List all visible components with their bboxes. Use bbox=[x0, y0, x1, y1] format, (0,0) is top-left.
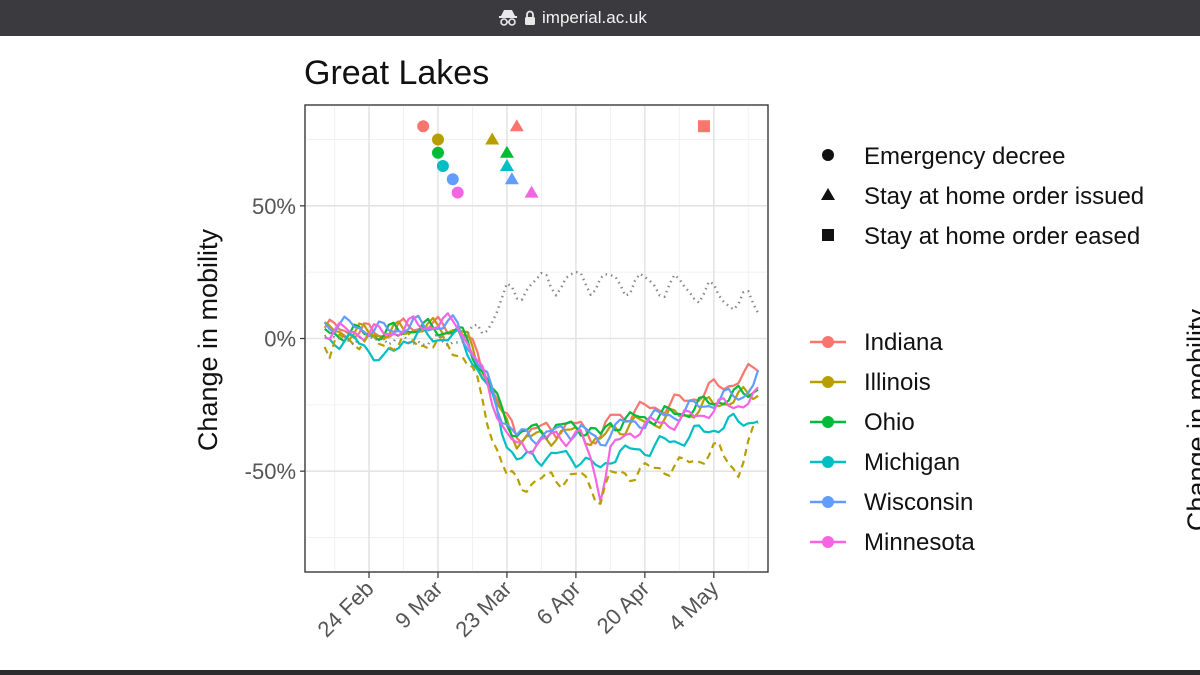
legend-state-dot bbox=[822, 496, 834, 508]
next-panel-axis-label: Change in mobility bbox=[1182, 308, 1200, 531]
legend-state-label: Minnesota bbox=[864, 529, 975, 556]
event-marker-triangle bbox=[485, 132, 500, 145]
y-tick-label: 50% bbox=[252, 194, 296, 219]
mobility-chart: Great Lakes Change in mobility 50% 0% -50%… bbox=[193, 54, 1200, 642]
series-layer bbox=[323, 270, 760, 505]
legend-state-label: Illinois bbox=[864, 369, 931, 396]
x-tick-label: 20 Apr bbox=[592, 576, 655, 639]
chart-title: Great Lakes bbox=[304, 54, 489, 92]
legend-state-dot bbox=[822, 336, 834, 348]
legend-state-dot bbox=[822, 376, 834, 388]
legend-state-label: Michigan bbox=[864, 449, 960, 476]
legend-triangle-icon bbox=[821, 188, 835, 200]
series-line-wisconsin bbox=[323, 314, 760, 447]
event-marker-circle bbox=[436, 160, 449, 173]
x-tick-label: 24 Feb bbox=[312, 576, 378, 642]
url-display[interactable]: imperial.ac.uk bbox=[498, 6, 647, 30]
event-marker-circle bbox=[451, 186, 464, 199]
event-marker-square bbox=[697, 120, 710, 133]
event-marker-triangle bbox=[509, 119, 524, 132]
legend-circle-icon bbox=[822, 149, 834, 161]
legend-states: Indiana Illinois Ohio Michigan Wisconsin Minn… bbox=[810, 329, 975, 556]
y-tick-label: -50% bbox=[245, 459, 296, 484]
lock-icon bbox=[525, 10, 535, 25]
series-line-ohio bbox=[324, 317, 759, 440]
legend-state-dot bbox=[822, 536, 834, 548]
event-marker-circle bbox=[417, 120, 430, 133]
series-line-residential bbox=[324, 270, 760, 347]
x-tick-label: 6 Apr bbox=[531, 576, 585, 630]
url-text: imperial.ac.uk bbox=[542, 8, 647, 27]
event-marker-circle bbox=[431, 133, 444, 146]
legend-state-dot bbox=[822, 416, 834, 428]
y-axis-label: Change in mobility bbox=[193, 228, 223, 451]
incognito-icon bbox=[499, 10, 517, 26]
event-marker-triangle bbox=[524, 185, 539, 198]
y-axis: 50% 0% -50% bbox=[245, 194, 305, 484]
legend-state-label: Indiana bbox=[864, 329, 943, 356]
legend-state-dot bbox=[822, 456, 834, 468]
plot-panel bbox=[304, 104, 769, 573]
series-line-illinois bbox=[323, 332, 759, 505]
event-marker-triangle bbox=[499, 145, 514, 158]
legend-event-label: Stay at home order issued bbox=[864, 183, 1144, 210]
window-bottom-edge bbox=[0, 670, 1200, 675]
legend-state-label: Wisconsin bbox=[864, 489, 973, 516]
x-axis: 24 Feb 9 Mar 23 Mar 6 Apr 20 Apr 4 May bbox=[312, 572, 723, 642]
legend-event-label: Stay at home order eased bbox=[864, 223, 1140, 250]
event-layer bbox=[417, 119, 710, 199]
x-tick-label: 23 Mar bbox=[450, 576, 516, 642]
legend-state-label: Ohio bbox=[864, 409, 915, 436]
series-line-michigan bbox=[324, 326, 759, 469]
event-marker-triangle bbox=[504, 172, 519, 185]
event-marker-circle bbox=[431, 146, 444, 159]
y-tick-label: 0% bbox=[264, 327, 296, 352]
event-marker-triangle bbox=[499, 159, 514, 172]
legend-event-types: Emergency decree Stay at home order issue… bbox=[821, 143, 1144, 250]
x-tick-label: 9 Mar bbox=[390, 576, 447, 633]
legend-square-icon bbox=[822, 229, 834, 241]
x-tick-label: 4 May bbox=[663, 576, 723, 636]
event-marker-circle bbox=[446, 173, 459, 186]
browser-address-bar: imperial.ac.uk bbox=[0, 0, 1200, 36]
legend-event-label: Emergency decree bbox=[864, 143, 1065, 170]
